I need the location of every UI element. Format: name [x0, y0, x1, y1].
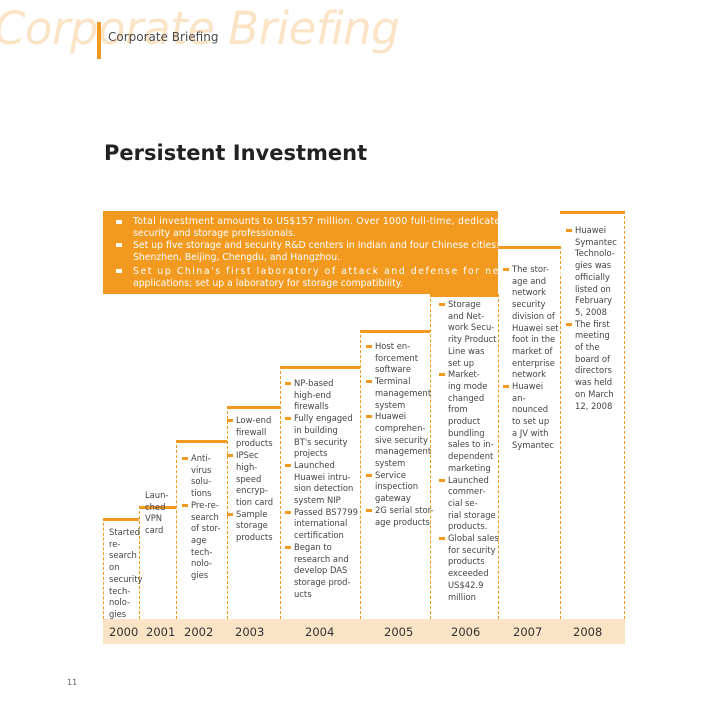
banner-line: Shenzhen, Beijing, Chengdu, and Hangzhou… — [133, 252, 341, 263]
year-label-2001: 2001 — [146, 625, 176, 639]
bullet-marker — [182, 503, 188, 507]
milestone-2004: NP-based high-end firewalls Fully engaged… — [285, 378, 358, 600]
year-label-2005: 2005 — [384, 625, 414, 639]
bullet-marker — [439, 373, 445, 377]
column-divider — [624, 211, 625, 619]
year-label-2004: 2004 — [305, 625, 335, 639]
banner-line: Set up China's first laboratory of attac… — [133, 266, 567, 277]
step-2008 — [560, 211, 625, 214]
bullet-marker — [227, 419, 233, 422]
year-label-2000: 2000 — [109, 625, 139, 639]
step-2002 — [176, 440, 227, 443]
bullet-marker — [227, 454, 233, 458]
column-divider — [139, 506, 140, 619]
page-number: 11 — [67, 678, 78, 687]
milestone-2005: Host en- forcement software Terminal mana… — [366, 341, 434, 528]
column-divider — [560, 246, 561, 619]
year-label-2003: 2003 — [235, 625, 265, 639]
bullet-marker — [366, 473, 372, 477]
year-label-2007: 2007 — [513, 625, 543, 639]
step-2003 — [227, 406, 280, 409]
summary-banner — [103, 211, 498, 294]
bullet-marker — [227, 512, 233, 516]
milestone-2008: Huawei Symantec Technolo-gies was official… — [566, 225, 617, 412]
bullet-marker — [285, 510, 291, 514]
banner-bullet — [116, 220, 122, 224]
bullet-marker — [503, 268, 509, 271]
bullet-marker — [439, 537, 445, 541]
bullet-marker — [566, 229, 572, 232]
year-bar — [103, 619, 625, 644]
step-2000 — [103, 518, 139, 521]
bullet-marker — [285, 382, 291, 385]
header-watermark: Corporate Briefing — [0, 2, 400, 55]
milestone-2000: Started re-search on security tech-nolo-gies — [109, 527, 143, 619]
bullet-marker — [439, 478, 445, 482]
column-divider — [430, 294, 431, 619]
column-divider — [498, 294, 499, 619]
column-divider — [360, 330, 361, 619]
column-divider — [103, 518, 104, 619]
column-divider — [280, 366, 281, 619]
bullet-marker — [366, 508, 372, 512]
bullet-marker — [285, 545, 291, 549]
year-label-2006: 2006 — [451, 625, 481, 639]
banner-bullet — [116, 243, 122, 247]
step-2004 — [280, 366, 360, 369]
milestone-2003: Low-end firewall products IPSec high-spee… — [227, 415, 273, 544]
step-2006 — [430, 294, 498, 297]
step-2001 — [139, 506, 176, 509]
year-label-2008: 2008 — [573, 625, 603, 639]
bullet-marker — [566, 322, 572, 326]
bullet-marker — [182, 457, 188, 460]
column-divider — [227, 406, 228, 619]
banner-bullet — [116, 269, 122, 273]
header-title: Corporate Briefing — [108, 30, 219, 44]
step-2007 — [498, 246, 560, 249]
step-2005 — [360, 330, 430, 333]
header-accent-bar — [97, 22, 101, 59]
bullet-marker — [366, 415, 372, 419]
milestone-2001: Laun-ched VPN card — [145, 490, 169, 536]
bullet-marker — [439, 303, 445, 306]
banner-line: applications; set up a laboratory for st… — [133, 278, 403, 289]
year-label-2002: 2002 — [184, 625, 214, 639]
milestone-2006: Storage and Net-work Secu-rity Product Li… — [439, 299, 499, 603]
page-title: Persistent Investment — [104, 141, 368, 165]
column-divider — [176, 440, 177, 619]
milestone-2007: The stor- age and network security division… — [503, 264, 559, 451]
bullet-marker — [285, 463, 291, 467]
bullet-marker — [366, 345, 372, 348]
bullet-marker — [285, 417, 291, 421]
bullet-marker — [503, 385, 509, 389]
banner-line: security and storage professionals. — [133, 228, 296, 239]
banner-line: Total investment amounts to US$157 milli… — [133, 216, 507, 227]
bullet-marker — [366, 380, 372, 384]
banner-line: Set up five storage and security R&D cen… — [133, 240, 500, 251]
milestone-2002: Anti- virus solu-tions Pre-re- search of s… — [182, 453, 220, 582]
